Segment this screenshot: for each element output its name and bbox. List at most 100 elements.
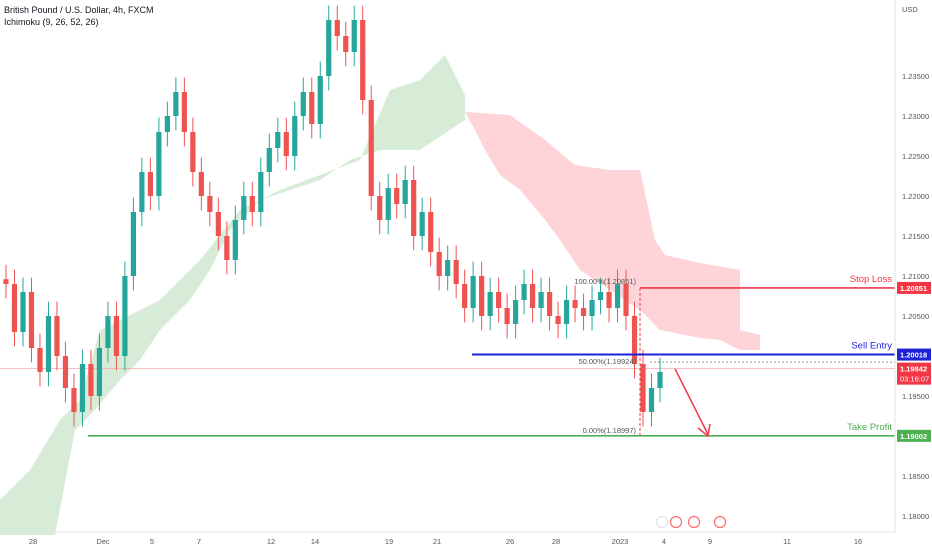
candle [3, 264, 9, 299]
candle-body [156, 132, 162, 196]
ichimoku-cloud-red [465, 112, 760, 350]
time-axis-tick: 19 [385, 537, 393, 546]
price-axis-tick: 1.22500 [902, 152, 929, 161]
candle [538, 277, 544, 323]
candle-body [164, 116, 170, 132]
candle-body [326, 20, 332, 76]
price-axis-currency: USD [902, 5, 918, 14]
candle [266, 133, 272, 187]
current-price-tag-value: 1.19842 [900, 365, 927, 374]
candle [351, 5, 357, 67]
candle-body [631, 316, 638, 364]
candle [207, 181, 213, 227]
candle-body [419, 212, 425, 236]
candle [377, 181, 383, 235]
take-profit-price-tag-value: 1.19002 [900, 432, 927, 441]
ichimoku-cloud-green [0, 55, 465, 535]
candle-body [411, 180, 417, 236]
candle-body [266, 148, 272, 172]
candle [589, 285, 595, 331]
candle-body [614, 284, 621, 308]
candle [113, 301, 120, 371]
candle [232, 205, 238, 275]
chart-title: British Pound / U.S. Dollar, 4h, FXCM [4, 5, 154, 15]
candle [623, 269, 629, 331]
candle [521, 269, 527, 315]
candle [648, 373, 655, 427]
event-icon [687, 515, 701, 529]
candle [326, 5, 332, 91]
candle [496, 277, 502, 323]
candle-body [113, 316, 120, 356]
candle [37, 333, 43, 387]
candle [504, 293, 510, 339]
candle-body [589, 300, 595, 316]
stop-loss-label: Stop Loss [850, 274, 892, 285]
projection-arrowhead [697, 423, 711, 438]
candle-body [402, 180, 408, 204]
time-axis-tick: 11 [783, 537, 791, 546]
candle [249, 181, 255, 227]
candle-body [529, 284, 536, 308]
candle [563, 285, 570, 339]
candle [411, 165, 417, 251]
candle [657, 357, 663, 403]
candle-body [453, 260, 459, 284]
candle [292, 101, 298, 171]
candle [436, 237, 442, 291]
candle-body [232, 220, 238, 260]
price-axis-tick: 1.21500 [902, 232, 929, 241]
candle [368, 85, 374, 211]
candle-body [20, 292, 26, 332]
take-profit-price-tag-box [897, 429, 931, 442]
candle-body [572, 300, 578, 308]
candle [487, 277, 493, 331]
candle [445, 245, 451, 291]
candle-body [249, 196, 255, 212]
candle-body [37, 348, 43, 372]
candle [300, 77, 306, 131]
candle [546, 277, 553, 331]
price-axis-tick: 1.18000 [902, 512, 929, 521]
current-price-tag-box [897, 362, 931, 385]
candle-body [130, 212, 137, 276]
candle-body [546, 292, 553, 316]
event-icon [655, 515, 669, 529]
candle-body [657, 372, 663, 388]
price-axis-tick: 1.23500 [902, 72, 929, 81]
candle [147, 157, 153, 211]
candle [130, 197, 137, 291]
candle [79, 349, 86, 427]
sell-entry-price-tag: 1.20018 [897, 348, 931, 361]
candle-body [207, 196, 213, 212]
candle [470, 261, 476, 323]
candle-body [487, 292, 493, 316]
candle [597, 277, 604, 315]
candle-body [513, 300, 519, 324]
candle-body [88, 364, 94, 396]
price-axis-tick: 1.22000 [902, 192, 929, 201]
time-axis-tick: 21 [433, 537, 441, 546]
candle-body [648, 388, 655, 412]
candle-body [563, 300, 570, 324]
candle [198, 157, 204, 211]
candle [513, 285, 519, 339]
candle [215, 197, 221, 251]
time-axis-tick: 26 [506, 537, 514, 546]
candle-body [377, 196, 383, 220]
price-axis-tick: 1.23000 [902, 112, 929, 121]
candle [317, 61, 323, 139]
candle [334, 5, 340, 51]
candle [555, 301, 561, 339]
candle [275, 117, 281, 163]
candle-body [521, 284, 527, 300]
candle [360, 5, 366, 115]
candle [190, 117, 196, 187]
candle-body [300, 92, 306, 116]
event-icon [713, 515, 727, 529]
candle [479, 261, 485, 331]
candle-body [3, 279, 9, 284]
candle-body [640, 364, 646, 412]
